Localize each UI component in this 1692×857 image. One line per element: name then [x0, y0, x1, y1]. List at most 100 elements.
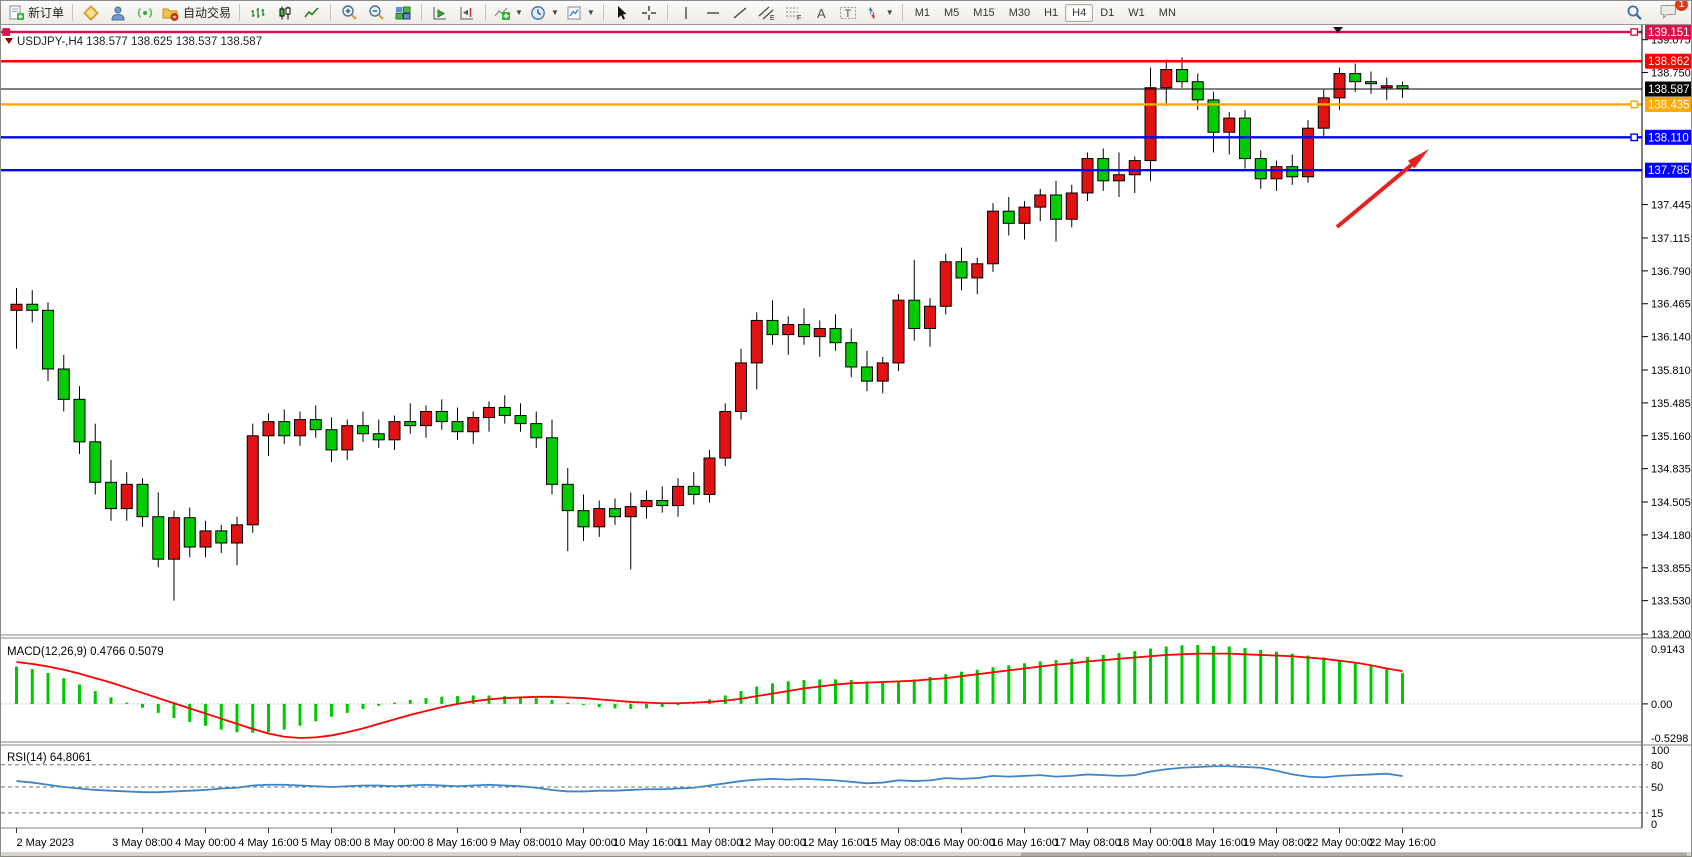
equidistant-channel-tool-button[interactable]: E	[754, 3, 780, 23]
cursor-tool-button[interactable]	[609, 3, 635, 23]
chart-shift-icon	[460, 6, 474, 19]
text-tool-button[interactable]: A	[808, 3, 834, 23]
tile-windows-icon	[395, 6, 411, 19]
templates-button[interactable]: ▼	[563, 3, 598, 23]
date-label: 12 May 16:00	[802, 837, 869, 849]
hline-handle[interactable]	[1630, 133, 1639, 142]
auto-scroll-button[interactable]	[427, 3, 453, 23]
signals-icon	[137, 7, 153, 18]
hline-139.151[interactable]	[1, 28, 1642, 36]
periods-button[interactable]: ▼	[527, 3, 562, 23]
price-tick-label: 135.485	[1651, 398, 1691, 410]
trendline-icon	[733, 6, 747, 19]
hline-handle[interactable]	[1630, 100, 1639, 109]
rsi-axis-label: 0	[1651, 819, 1657, 831]
indicators-button[interactable]: ▼	[491, 3, 526, 23]
svg-text:138.435: 138.435	[1648, 99, 1690, 111]
timeframe-button-w1[interactable]: W1	[1128, 6, 1145, 19]
arrow-annotation[interactable]	[1335, 149, 1429, 229]
svg-text:T: T	[844, 8, 851, 20]
timeframe-button-d1[interactable]: D1	[1100, 6, 1115, 19]
price-tick-label: 136.790	[1651, 266, 1691, 278]
symbol-marker-icon	[5, 38, 13, 44]
horizontal-line-tool-button[interactable]	[700, 3, 726, 23]
market-profile-button[interactable]	[105, 3, 131, 23]
vertical-line-tool-button[interactable]	[673, 3, 699, 23]
new-order-button[interactable]: 新订单	[5, 3, 67, 23]
arrows-tool-button[interactable]: ▼	[862, 3, 897, 23]
fibonacci-tool-button[interactable]: F	[781, 3, 807, 23]
date-label: 8 May 00:00	[364, 837, 425, 849]
bar-chart-button[interactable]	[245, 3, 271, 23]
candlestick-chart-button[interactable]	[272, 3, 298, 23]
bar-chart-icon	[251, 7, 265, 18]
timeframe-button-h1[interactable]: H1	[1044, 6, 1059, 19]
new-order-icon	[9, 5, 24, 20]
svg-text:138.587: 138.587	[1648, 84, 1690, 96]
horizontal-scrollbar[interactable]	[1, 852, 1692, 857]
label-tool-icon: T	[839, 6, 856, 20]
date-axis: 2 May 2023 3 May 08:00 4 May 00:00 4 May 16…	[16, 828, 1436, 849]
price-tick-label: 138.750	[1651, 68, 1691, 80]
clock-icon	[531, 5, 545, 20]
trendline-tool-button[interactable]	[727, 3, 753, 23]
zoom-in-button[interactable]	[336, 3, 362, 23]
autotrading-icon	[162, 8, 179, 21]
profile-icon	[111, 6, 125, 20]
template-icon	[567, 6, 581, 19]
search-button[interactable]	[1621, 3, 1647, 23]
indicators-icon	[494, 7, 511, 20]
macd-axis-max: 0.9143	[1651, 644, 1685, 656]
timeframe-button-m5[interactable]: M5	[944, 6, 960, 19]
toolbar-separator	[485, 4, 487, 21]
price-badge-138.862: 138.862	[1645, 53, 1691, 69]
timeframe-button-h4[interactable]: H4	[1065, 3, 1094, 22]
date-label: 10 May 00:00	[550, 837, 617, 849]
chevron-down-icon: ▼	[550, 8, 559, 17]
metaeditor-button[interactable]	[78, 3, 104, 23]
timeframe-button-m15[interactable]: M15	[973, 6, 995, 19]
crosshair-tool-button[interactable]	[636, 3, 662, 23]
svg-text:137.785: 137.785	[1648, 165, 1690, 177]
autotrading-button[interactable]: 自动交易	[159, 3, 234, 23]
price-tick-label: 134.505	[1651, 497, 1691, 509]
zoom-out-icon	[368, 5, 384, 20]
notifications-button[interactable]: 1	[1655, 1, 1688, 23]
splitter-marker-icon[interactable]	[1333, 27, 1343, 33]
signals-button[interactable]	[132, 3, 158, 23]
macd-pane: MACD(12,26,9) 0.4766 0.5079 0.9143 0.00 -0.…	[1, 644, 1688, 745]
tile-windows-button[interactable]	[390, 3, 416, 23]
notification-badge: 1	[1675, 1, 1688, 11]
date-label: 4 May 00:00	[175, 837, 236, 849]
price-tick-label: 136.465	[1651, 299, 1691, 311]
rsi-axis-label: 15	[1651, 808, 1663, 820]
timeframe-button-m30[interactable]: M30	[1008, 6, 1031, 19]
timeframe-button-m1[interactable]: M1	[914, 6, 930, 19]
chart-shift-button[interactable]	[454, 3, 480, 23]
hline-138.435[interactable]	[1, 100, 1642, 109]
date-label: 16 May 00:00	[928, 837, 995, 849]
fibonacci-icon: F	[785, 7, 801, 21]
macd-signal-line	[16, 652, 1403, 739]
line-chart-button[interactable]	[299, 3, 325, 23]
scrollbar-thumb[interactable]	[1021, 852, 1687, 857]
price-tick-label: 135.160	[1651, 431, 1691, 443]
chart-canvas[interactable]: 139.075138.750137.445137.115136.790136.4…	[1, 25, 1692, 857]
toolbar-separator	[330, 4, 332, 21]
price-badge-138.587: 138.587	[1645, 81, 1691, 97]
rsi-line	[16, 765, 1403, 794]
hline-handle[interactable]	[2, 28, 11, 36]
arrows-tool-icon	[868, 6, 875, 19]
label-tool-button[interactable]: T	[835, 3, 861, 23]
price-tick-label: 133.530	[1651, 596, 1691, 608]
hline-138.110[interactable]	[1, 133, 1642, 142]
macd-label: MACD(12,26,9) 0.4766 0.5079	[7, 646, 164, 658]
zoom-out-button[interactable]	[363, 3, 389, 23]
timeframe-button-mn[interactable]: MN	[1158, 6, 1176, 19]
chevron-down-icon: ▼	[515, 8, 523, 17]
hline-handle[interactable]	[1630, 28, 1639, 36]
svg-text:A: A	[817, 6, 826, 21]
svg-text:E: E	[770, 15, 775, 21]
date-label: 3 May 08:00	[112, 837, 173, 849]
